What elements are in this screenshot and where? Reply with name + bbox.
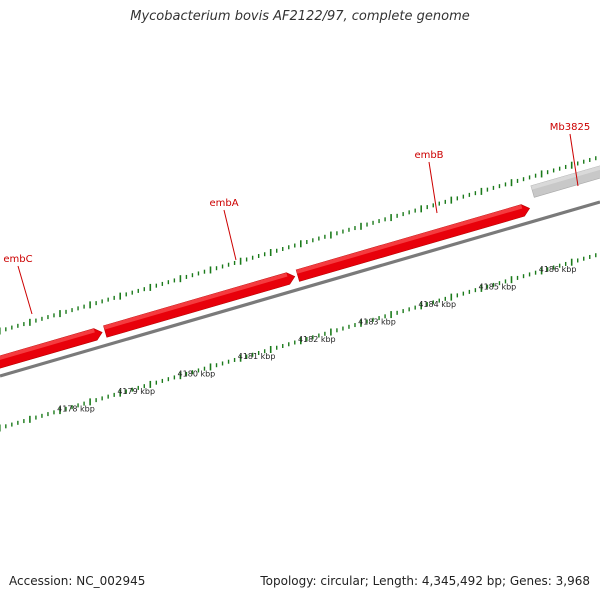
label-leader-line (17, 265, 33, 315)
label-leader-line (428, 161, 438, 214)
label-leader-line (569, 133, 579, 187)
kbp-label: 4180 kbp (178, 370, 216, 379)
kbp-labels: 4178 kbp 4179 kbp 4180 kbp 4181 kbp 4182 kbp… (57, 265, 576, 414)
kbp-label: 4186 kbp (539, 265, 577, 274)
gene-label-mb3825: Mb3825 (550, 122, 590, 133)
accession-text: Accession: NC_002945 (9, 574, 146, 588)
gene-label-embc: embC (3, 254, 32, 265)
backbone-track (0, 200, 600, 378)
outer-tick-ring (0, 156, 597, 335)
gene-label-emba: embA (209, 198, 238, 209)
gene-track (0, 165, 600, 370)
map-title: Mycobacterium bovis AF2122/97, complete … (130, 9, 470, 24)
inner-tick-ring (0, 253, 597, 432)
gene-arrow-shine (0, 328, 95, 360)
kbp-label: 4184 kbp (418, 300, 456, 309)
genome-summary-text: Topology: circular; Length: 4,345,492 bp… (260, 574, 590, 588)
gene-label-embb: embB (414, 150, 443, 161)
kbp-label: 4183 kbp (358, 317, 396, 326)
gene-arrow[interactable] (0, 328, 103, 370)
label-leader-line (223, 209, 237, 261)
kbp-label: 4185 kbp (479, 282, 517, 291)
kbp-label: 4181 kbp (238, 352, 276, 361)
gene-arrow-shine (530, 165, 600, 190)
gene-arrow-shine (296, 204, 523, 274)
backbone-line (0, 200, 600, 378)
gene-arrow-shine (103, 272, 288, 330)
kbp-label: 4182 kbp (298, 335, 336, 344)
gene-labels: embC embA embB Mb3825 (3, 122, 590, 315)
kbp-label: 4179 kbp (117, 387, 155, 396)
kbp-label: 4178 kbp (57, 405, 95, 414)
